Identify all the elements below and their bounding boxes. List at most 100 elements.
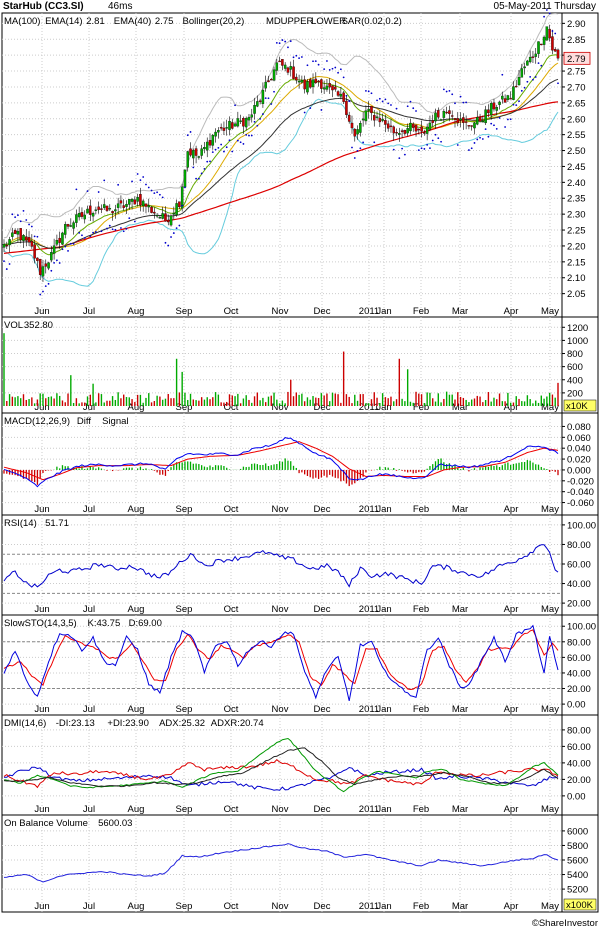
x-tick-label: Dec	[314, 306, 331, 317]
x-tick-label: Jul	[83, 901, 95, 912]
sar-dot	[242, 143, 245, 145]
sar-dot	[175, 227, 178, 230]
candle	[253, 105, 256, 114]
x-tick-label: Apr	[504, 504, 519, 515]
candle	[264, 81, 267, 89]
candle	[80, 212, 84, 217]
candle	[75, 214, 78, 223]
candle	[409, 122, 412, 132]
candle	[384, 120, 387, 125]
y-tick-label: 2.25	[567, 226, 586, 237]
sar-dot	[192, 166, 195, 169]
legend-item: Diff	[77, 416, 91, 427]
x-tick-label: Jun	[34, 901, 49, 912]
x-tick-label: Apr	[504, 704, 519, 715]
sar-dot	[150, 189, 153, 192]
sar-dot	[287, 46, 289, 49]
candle	[144, 203, 148, 207]
candle	[228, 120, 231, 130]
sar-dot	[429, 147, 431, 150]
x-tick-label: Jul	[83, 804, 95, 815]
sar-dot	[231, 150, 234, 153]
sar-dot	[326, 60, 328, 62]
candle	[470, 125, 473, 127]
sar-dot	[509, 118, 512, 121]
sar-dot	[417, 149, 420, 152]
legend-item: ADXR:20.74	[211, 718, 264, 729]
sar-dot	[342, 76, 345, 79]
x-tick-label: Nov	[272, 704, 289, 715]
sar-dot	[117, 183, 120, 186]
candle	[44, 263, 48, 267]
sar-dot	[39, 293, 42, 296]
y-tick-label: 0.040	[567, 444, 591, 455]
sar-dot	[142, 176, 145, 178]
x-tick-label: Nov	[272, 306, 289, 317]
candle	[487, 109, 490, 114]
legend-item: LOWER	[311, 16, 346, 27]
sar-dot	[543, 15, 545, 18]
y-tick-label: -0.040	[567, 487, 594, 498]
candle	[553, 48, 557, 52]
candle	[194, 148, 198, 156]
candle	[498, 101, 501, 105]
candle	[2, 244, 6, 248]
sar-dot	[170, 236, 172, 238]
sar-dot	[401, 147, 404, 150]
candle	[105, 205, 109, 211]
candle	[58, 237, 61, 243]
candle	[200, 148, 203, 156]
sar-dot	[273, 90, 275, 93]
sar-dot	[47, 282, 50, 285]
candle	[27, 237, 31, 243]
ema40-line	[3, 78, 559, 249]
candle	[347, 114, 351, 122]
sar-dot	[234, 104, 236, 107]
x-tick-label: May	[541, 402, 559, 413]
candle	[476, 117, 479, 125]
legend-value: 2.75	[155, 16, 174, 27]
sar-dot	[398, 157, 401, 159]
sar-dot	[306, 64, 309, 67]
x-tick-label: Mar	[452, 901, 468, 912]
candle	[467, 125, 471, 127]
candle	[164, 213, 167, 222]
candle	[247, 116, 251, 121]
y-tick-label: 6000	[567, 826, 588, 837]
candle	[425, 126, 429, 134]
x-tick-label: Jan	[376, 504, 391, 515]
credit-label: ©ShareInvestor	[532, 918, 598, 929]
candle	[361, 118, 365, 121]
sar-dot	[445, 90, 448, 93]
candle	[489, 103, 493, 116]
sar-dot	[11, 213, 14, 216]
candle	[175, 203, 178, 216]
panel-border	[1, 316, 599, 414]
x-tick-label: Sep	[176, 604, 193, 615]
sar-dot	[267, 97, 270, 100]
sar-dot	[145, 183, 147, 186]
x-tick-label: Jul	[83, 306, 95, 317]
sar-dot	[481, 138, 484, 140]
candle	[214, 131, 217, 137]
sar-dot	[381, 100, 384, 103]
sar-dot	[476, 138, 479, 141]
sar-dot	[103, 179, 106, 182]
candle	[136, 197, 139, 202]
sar-dot	[540, 64, 543, 67]
x-tick-label: Jun	[34, 804, 49, 815]
sar-dot	[403, 153, 406, 156]
legend-item: EMA(14)	[45, 16, 82, 27]
candle	[386, 123, 390, 129]
candle	[158, 217, 162, 219]
y-tick-label: -0.060	[567, 498, 594, 509]
sar-dot	[456, 144, 459, 146]
legend-item: -DI:23.13	[56, 718, 95, 729]
sar-dot	[448, 89, 451, 92]
sar-dot	[359, 147, 362, 150]
sar-dot	[161, 196, 164, 199]
x-tick-label: Jun	[34, 402, 49, 413]
candle	[481, 120, 485, 123]
candle	[342, 92, 345, 102]
candle	[33, 244, 36, 259]
